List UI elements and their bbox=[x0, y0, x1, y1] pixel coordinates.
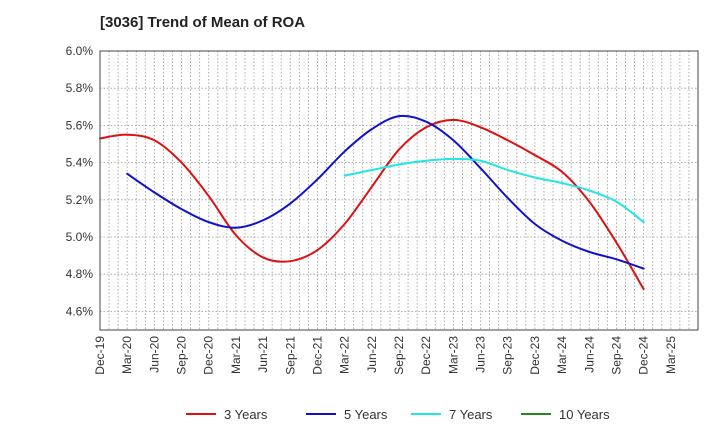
legend-label-10-years: 10 Years bbox=[559, 407, 610, 422]
x-tick-label: Mar-22 bbox=[338, 336, 352, 374]
x-tick-label: Dec-23 bbox=[528, 336, 542, 375]
y-tick-label: 4.6% bbox=[66, 304, 94, 318]
x-tick-label: Mar-24 bbox=[555, 336, 569, 374]
y-tick-layer: 4.6% 4.8% 5.0% 5.2% 5.4% 5.6% 5.8% 6.0% bbox=[66, 44, 94, 318]
x-tick-label: Mar-21 bbox=[229, 336, 243, 374]
plot-frame bbox=[99, 50, 699, 331]
series-line-7-years bbox=[343, 157, 645, 224]
x-tick-label: Dec-21 bbox=[310, 336, 324, 375]
legend-label-5-years: 5 Years bbox=[344, 407, 388, 422]
series-layer bbox=[99, 114, 645, 291]
x-tick-label: Mar-20 bbox=[120, 336, 134, 374]
y-tick-label: 5.6% bbox=[66, 118, 94, 132]
y-tick-label: 5.0% bbox=[66, 230, 94, 244]
legend: 3 Years 5 Years 7 Years 10 Years bbox=[186, 407, 610, 422]
grid-layer bbox=[100, 51, 698, 330]
y-tick-label: 5.2% bbox=[66, 193, 94, 207]
series-line-5-years bbox=[126, 114, 645, 270]
x-tick-layer: Dec-19 Mar-20 Jun-20 Sep-20 Dec-20 Mar-21 Jun-… bbox=[93, 336, 678, 375]
legend-label-3-years: 3 Years bbox=[224, 407, 268, 422]
chart-title: [3036] Trend of Mean of ROA bbox=[100, 14, 306, 31]
x-tick-label: Dec-19 bbox=[93, 336, 107, 375]
x-tick-label: Sep-22 bbox=[392, 336, 406, 375]
y-tick-label: 5.8% bbox=[66, 81, 94, 95]
x-tick-label: Sep-20 bbox=[175, 336, 189, 375]
x-tick-label: Sep-24 bbox=[609, 336, 623, 375]
x-tick-label: Jun-24 bbox=[582, 336, 596, 373]
x-tick-label: Jun-21 bbox=[256, 336, 270, 373]
x-tick-label: Jun-20 bbox=[147, 336, 161, 373]
y-tick-label: 5.4% bbox=[66, 156, 94, 170]
y-tick-label: 6.0% bbox=[66, 44, 94, 58]
x-tick-label: Jun-22 bbox=[365, 336, 379, 373]
x-tick-label: Dec-24 bbox=[637, 336, 651, 375]
x-tick-label: Dec-22 bbox=[419, 336, 433, 375]
plot-area bbox=[100, 51, 698, 330]
x-tick-label: Jun-23 bbox=[474, 336, 488, 373]
x-tick-label: Sep-21 bbox=[283, 336, 297, 375]
x-tick-label: Sep-23 bbox=[501, 336, 515, 375]
x-tick-label: Mar-23 bbox=[446, 336, 460, 374]
y-tick-label: 4.8% bbox=[66, 267, 94, 281]
series-line-3-years bbox=[99, 118, 645, 291]
x-tick-label: Dec-20 bbox=[202, 336, 216, 375]
x-tick-label: Mar-25 bbox=[664, 336, 678, 374]
legend-label-7-years: 7 Years bbox=[449, 407, 493, 422]
